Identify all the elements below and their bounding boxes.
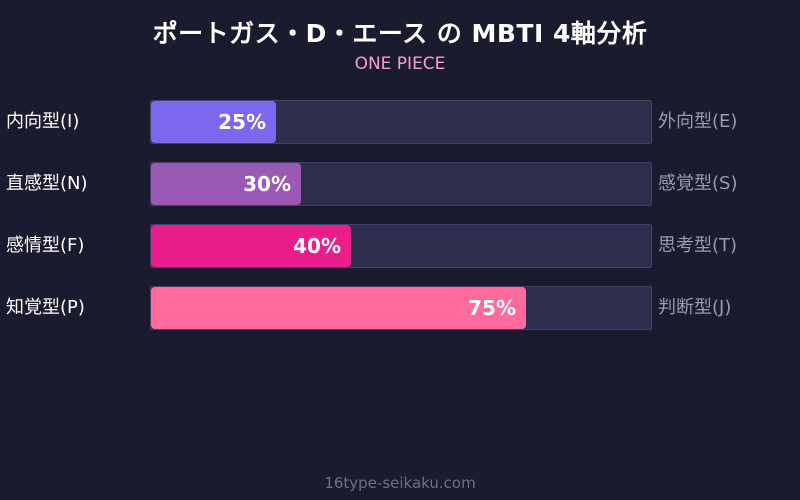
bar-track-pj: 75% [150,286,652,330]
right-label-thinking: 思考型(T) [658,235,738,256]
data-label-ft: 40% [293,234,341,258]
axis-row-ie: 内向型(I) 25% 外向型(E) [0,100,800,144]
axis-row-ns: 直感型(N) 30% 感覚型(S) [0,162,800,206]
axis-row-ft: 感情型(F) 40% 思考型(T) [0,224,800,268]
axis-row-pj: 知覚型(P) 75% 判断型(J) [0,286,800,330]
right-label-sensing: 感覚型(S) [658,173,738,194]
right-label-extrovert: 外向型(E) [658,111,738,132]
bar-fill-ft: 40% [151,225,351,267]
data-label-ie: 25% [218,110,266,134]
bar-track-ie: 25% [150,100,652,144]
right-label-judging: 判断型(J) [658,297,732,318]
bar-track-ns: 30% [150,162,652,206]
bar-fill-ie: 25% [151,101,276,143]
bar-fill-ns: 30% [151,163,301,205]
left-label-intuitive: 直感型(N) [6,173,88,194]
left-label-perceiving: 知覚型(P) [6,297,85,318]
left-label-introvert: 内向型(I) [6,111,80,132]
chart-subtitle: ONE PIECE [354,54,446,74]
bar-fill-pj: 75% [151,287,526,329]
site-footer: 16type-seikaku.com [324,474,476,492]
data-label-pj: 75% [468,296,516,320]
data-label-ns: 30% [243,172,291,196]
chart-title: ポートガス・D・エース の MBTI 4軸分析 [152,19,648,48]
bar-track-ft: 40% [150,224,652,268]
left-label-feeling: 感情型(F) [6,235,85,256]
